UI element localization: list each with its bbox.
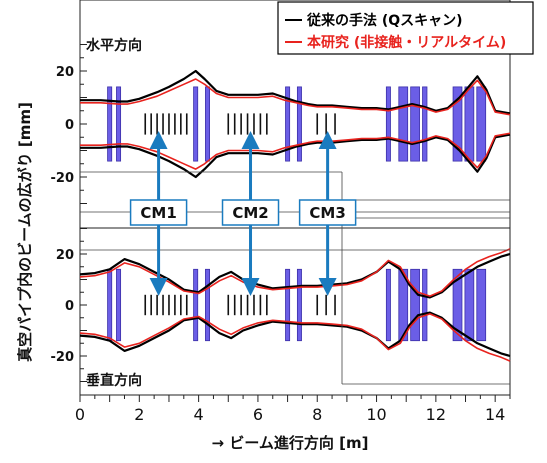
cm-box-1 xyxy=(129,199,188,226)
magnet-p1-1 xyxy=(116,268,122,342)
magnet-layer xyxy=(107,86,487,342)
legend-label-this-study: 本研究 (非接触・リアルタイム) xyxy=(307,34,506,51)
magnet-p0-8 xyxy=(410,86,420,162)
panel0-ytick-label: 20 xyxy=(56,65,74,80)
x-tick-label: 8 xyxy=(312,405,322,424)
envelope-p0-s1-upper xyxy=(80,78,511,116)
magnet-p0-5 xyxy=(296,86,302,162)
legend-label-conventional: 従来の手法 (Qスキャン) xyxy=(306,12,463,29)
envelope-p1-s0-lower xyxy=(79,311,511,358)
legend-box xyxy=(277,1,534,55)
magnet-p1-3 xyxy=(205,268,210,342)
magnet-p1-7 xyxy=(398,268,409,342)
magnet-p1-10 xyxy=(452,268,463,342)
magnet-p1-11 xyxy=(464,268,475,342)
envelope-p1-s0-upper xyxy=(79,252,511,299)
magnet-p0-2 xyxy=(193,86,199,162)
cm-box-2 xyxy=(221,199,280,226)
panel1-ytick-label: 20 xyxy=(56,248,74,263)
x-tick-label: 4 xyxy=(194,405,204,424)
beam-envelope-layer xyxy=(79,69,511,362)
magnet-p1-5 xyxy=(296,268,302,342)
magnet-p1-12 xyxy=(476,268,487,342)
horizontal-panel-label: 水平方向 xyxy=(86,37,142,54)
y-axis-label: 真空パイプ内のビームの広がり [mm] xyxy=(16,102,34,362)
magnet-p0-1 xyxy=(116,86,122,162)
envelope-p1-s1-lower xyxy=(79,313,511,362)
magnet-p1-4 xyxy=(285,268,291,342)
magnet-p0-7 xyxy=(398,86,409,162)
envelope-p0-s1-lower xyxy=(80,132,511,170)
x-tick-label: 14 xyxy=(485,405,505,424)
x-tick-label: 2 xyxy=(134,405,144,424)
magnet-p1-0 xyxy=(107,268,113,342)
envelope-p0-s0-upper xyxy=(80,69,511,115)
x-tick-label: 12 xyxy=(426,405,446,424)
magnet-p1-6 xyxy=(385,268,391,342)
panel1-ytick-label: -20 xyxy=(51,350,75,365)
magnet-p0-10 xyxy=(452,86,463,162)
legend: 従来の手法 (Qスキャン) 本研究 (非接触・リアルタイム) xyxy=(277,1,534,55)
cm-box-3 xyxy=(298,199,357,226)
monitor-tick-layer xyxy=(144,113,336,316)
magnet-p1-9 xyxy=(422,268,428,342)
panel1-ytick-label: 0 xyxy=(65,299,74,314)
panel0-ytick-label: -20 xyxy=(51,171,75,186)
magnet-p0-3 xyxy=(205,86,210,162)
magnet-p0-12 xyxy=(476,86,487,162)
x-tick-label: 6 xyxy=(253,405,263,424)
cm-label-2: CM2 xyxy=(232,204,268,222)
cm-label-1: CM1 xyxy=(140,204,176,222)
envelope-p0-s0-lower xyxy=(80,133,511,179)
magnet-p0-0 xyxy=(107,86,113,162)
cm-label-3: CM3 xyxy=(309,204,345,222)
magnet-p0-4 xyxy=(285,86,291,162)
panel0-ytick-label: 0 xyxy=(65,118,74,133)
vertical-panel-frame xyxy=(79,227,511,396)
magnet-p0-6 xyxy=(385,86,391,162)
magnet-p1-2 xyxy=(193,268,199,342)
vertical-panel-label: 垂直方向 xyxy=(86,372,142,389)
current-monitor-layer: CM1 CM2 CM3 xyxy=(129,131,357,296)
magnet-p0-9 xyxy=(422,86,428,162)
x-tick-label: 10 xyxy=(366,405,386,424)
magnet-p0-11 xyxy=(464,86,475,162)
x-axis-label: → ビーム進行方向 [m] xyxy=(212,434,369,452)
x-tick-label: 0 xyxy=(75,405,85,424)
magnet-p1-8 xyxy=(410,268,420,342)
